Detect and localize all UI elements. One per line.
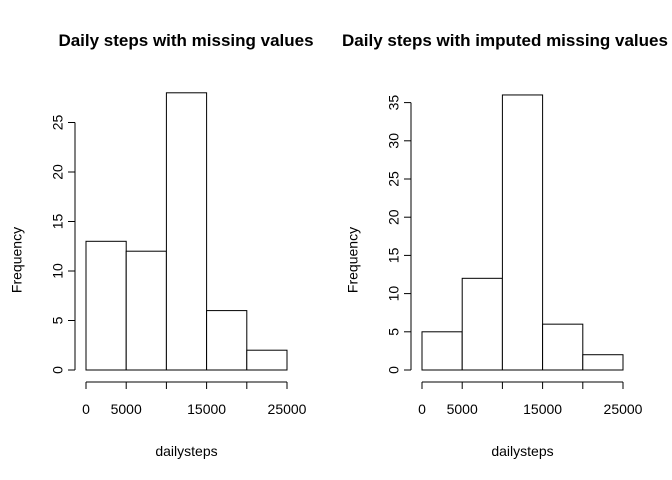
- y-tick-label: 0: [386, 366, 402, 374]
- x-tick-label: 5000: [447, 401, 478, 417]
- histogram-panel-imputed: Daily steps with imputed missing values 0…: [342, 31, 668, 459]
- chart-title: Daily steps with missing values: [58, 31, 313, 50]
- histogram-bar: [501, 94, 544, 371]
- y-tick-label: 20: [386, 209, 402, 225]
- y-tick-label: 10: [50, 263, 66, 279]
- y-tick-label: 25: [386, 171, 402, 187]
- x-tick-label: 25000: [268, 401, 307, 417]
- y-tick-label: 35: [386, 95, 402, 111]
- x-tick-label: 5000: [111, 401, 142, 417]
- histogram-bar: [542, 323, 584, 371]
- histogram-bar: [165, 92, 208, 371]
- y-tick-label: 10: [386, 286, 402, 302]
- x-tick-label: 0: [418, 401, 426, 417]
- y-tick-label: 20: [50, 164, 66, 180]
- y-tick-label: 5: [386, 328, 402, 336]
- y-axis-label: Frequency: [345, 227, 361, 293]
- y-tick-label: 25: [50, 115, 66, 131]
- x-tick-label: 15000: [523, 401, 562, 417]
- x-tick-label: 25000: [604, 401, 643, 417]
- histogram-bar: [421, 331, 463, 371]
- y-tick-label: 0: [50, 366, 66, 374]
- histogram-bar: [85, 240, 127, 371]
- y-tick-label: 5: [50, 316, 66, 324]
- histogram-bar: [246, 349, 288, 371]
- histogram-bar: [206, 310, 248, 371]
- histogram-bar: [125, 250, 167, 371]
- y-tick-label: 30: [386, 133, 402, 149]
- y-tick-label: 15: [386, 247, 402, 263]
- y-axis-label: Frequency: [9, 227, 25, 293]
- histogram-bar: [582, 354, 624, 371]
- x-axis-label: dailysteps: [491, 443, 553, 459]
- y-tick-label: 15: [50, 214, 66, 230]
- chart-title: Daily steps with imputed missing values: [342, 31, 668, 50]
- x-tick-label: 15000: [187, 401, 226, 417]
- x-tick-label: 0: [82, 401, 90, 417]
- x-axis-label: dailysteps: [155, 443, 217, 459]
- histogram-bar: [461, 277, 503, 371]
- histogram-panel-missing: Daily steps with missing values 0 5 10 15 20 2…: [9, 31, 314, 459]
